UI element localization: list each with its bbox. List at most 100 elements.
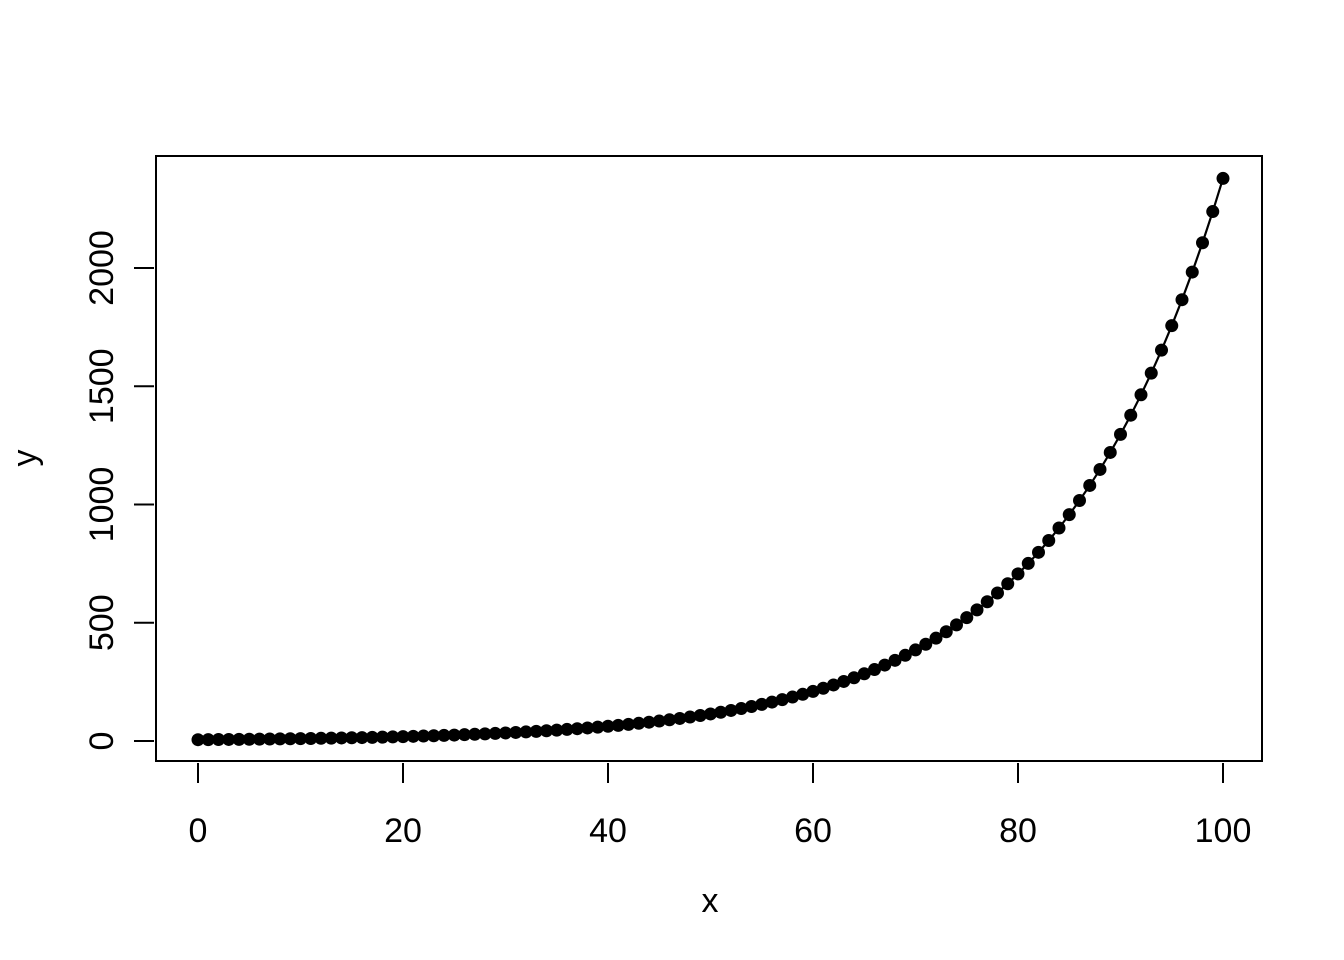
data-point (427, 729, 441, 743)
data-point (745, 700, 758, 714)
data-point (1032, 545, 1045, 559)
data-point (909, 643, 922, 657)
data-point (396, 730, 410, 744)
data-point (939, 625, 953, 639)
data-point (1216, 171, 1230, 185)
data-point (1093, 462, 1107, 476)
data-point (663, 713, 676, 727)
x-tick-label: 100 (1195, 812, 1252, 850)
y-tick-label: 1000 (83, 467, 121, 543)
data-point (622, 717, 635, 731)
y-tick-label: 1500 (83, 348, 121, 424)
data-series (191, 171, 1230, 747)
data-point (1052, 521, 1066, 535)
data-point (991, 586, 1004, 600)
data-point (652, 714, 666, 728)
data-point (827, 678, 840, 692)
data-point (755, 697, 769, 711)
data-point (324, 731, 338, 745)
x-axis: 0 20 40 60 80 100 (189, 763, 1252, 850)
data-point (683, 710, 697, 724)
y-tick-label: 0 (83, 732, 121, 751)
data-point (642, 715, 656, 729)
data-point (355, 731, 369, 745)
data-point (488, 726, 502, 740)
data-point (1011, 567, 1025, 581)
data-point (386, 730, 400, 744)
data-point (765, 695, 779, 709)
x-axis-title: x (702, 882, 719, 920)
data-point (570, 722, 584, 736)
data-point (714, 705, 728, 719)
data-point (191, 733, 205, 747)
data-point (888, 653, 902, 667)
plot-box (155, 155, 1263, 762)
data-point (878, 658, 892, 672)
data-point (499, 726, 512, 740)
x-tick-label: 80 (999, 812, 1037, 850)
y-tick-label: 2000 (83, 230, 121, 306)
data-point (806, 684, 820, 698)
data-point (960, 611, 974, 625)
data-point (611, 718, 625, 732)
data-point (950, 618, 963, 632)
data-point (796, 687, 810, 701)
data-point (212, 733, 225, 747)
data-point (417, 729, 430, 743)
data-point (1155, 343, 1168, 357)
data-point (1042, 534, 1056, 548)
data-point (304, 731, 318, 745)
data-point (775, 693, 789, 707)
data-point (1165, 319, 1179, 333)
data-point (437, 728, 451, 742)
x-tick-label: 60 (794, 812, 832, 850)
data-point (816, 681, 830, 695)
data-point (929, 631, 943, 645)
data-point (263, 732, 277, 746)
data-point (857, 667, 871, 681)
data-point (1001, 577, 1015, 591)
data-point (1062, 508, 1076, 522)
data-point (232, 732, 246, 746)
data-point (601, 719, 615, 733)
data-point (1144, 366, 1158, 380)
data-point (550, 723, 564, 737)
data-point (847, 671, 861, 685)
data-point (273, 732, 287, 746)
data-point (693, 709, 707, 723)
data-point (335, 731, 348, 745)
data-point (540, 724, 553, 738)
data-point (242, 732, 256, 746)
data-point (529, 724, 543, 738)
data-point (509, 725, 523, 739)
data-point (222, 732, 236, 746)
x-tick-label: 40 (589, 812, 627, 850)
data-point (345, 731, 359, 745)
data-point (704, 707, 717, 721)
data-point (868, 663, 881, 677)
data-point (468, 727, 482, 741)
data-point (294, 732, 307, 746)
data-point (581, 721, 594, 735)
data-point (458, 728, 471, 742)
data-point (1021, 556, 1035, 570)
data-point (1124, 408, 1138, 422)
data-point (970, 603, 984, 617)
data-point (1175, 293, 1189, 307)
data-point (1196, 236, 1209, 250)
data-point (1206, 205, 1220, 219)
data-point (560, 722, 574, 736)
x-tick-label: 20 (384, 812, 422, 850)
data-point (786, 690, 799, 704)
data-point (314, 731, 328, 745)
data-point (1114, 427, 1127, 441)
data-point (253, 732, 266, 746)
data-point (898, 648, 912, 662)
data-point (673, 711, 687, 725)
y-axis-title: y (6, 450, 44, 467)
data-point (201, 733, 215, 747)
data-point (1134, 388, 1148, 402)
data-point (1073, 493, 1086, 507)
